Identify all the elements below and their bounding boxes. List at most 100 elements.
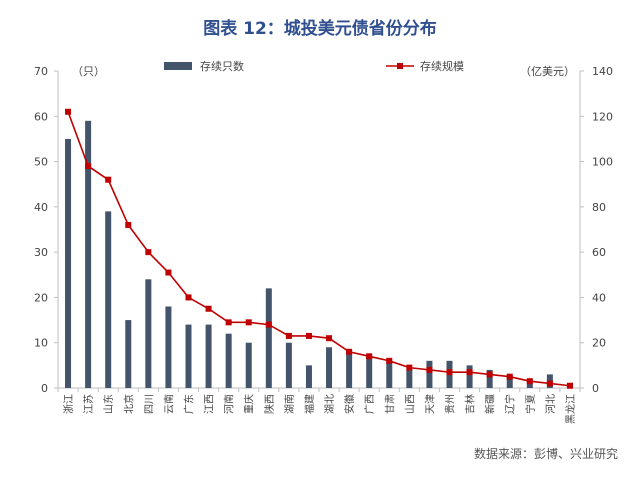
y-left-unit-label: （只） (72, 65, 105, 78)
line-point-黑龙江 (566, 382, 573, 389)
y-right-tick-label: 40 (592, 291, 606, 304)
legend-bar-label: 存续只数 (200, 59, 244, 73)
x-category-label: 山西 (404, 394, 416, 414)
source-note: 数据来源：彭博、兴业研究 (473, 447, 618, 461)
line-point-辽宁 (506, 373, 513, 380)
line-point-山西 (406, 364, 413, 371)
line-point-甘肃 (386, 357, 393, 364)
x-category-label: 辽宁 (504, 394, 517, 414)
x-category-label: 湖北 (324, 394, 336, 414)
bar-江西 (205, 324, 212, 388)
x-category-label: 贵州 (444, 394, 457, 414)
x-category-label: 广西 (364, 394, 376, 414)
line-point-云南 (165, 269, 172, 276)
bar-辽宁 (506, 374, 513, 388)
y-right-tick-label: 80 (592, 201, 606, 214)
legend-line-marker (397, 63, 403, 69)
bar-广西 (366, 356, 373, 388)
line-point-浙江 (65, 108, 72, 115)
x-category-label: 重庆 (243, 394, 256, 414)
line-series-path (67, 111, 571, 387)
y-right-tick-label: 20 (592, 337, 606, 350)
y-left-tick-label: 40 (34, 201, 48, 214)
y-left-tick-label: 60 (34, 110, 48, 123)
bar-河南 (225, 333, 232, 388)
bar-新疆 (486, 369, 493, 388)
line-point-广西 (366, 353, 373, 360)
bar-吉林 (466, 365, 473, 388)
bar-山西 (406, 369, 413, 388)
y-left-tick-label: 20 (34, 291, 48, 304)
x-category-label: 新疆 (484, 394, 497, 414)
bar-江苏 (85, 120, 92, 389)
x-category-label: 河北 (545, 394, 557, 414)
x-category-label: 天津 (424, 394, 436, 414)
chart-title: 图表 12：城投美元债省份分布 (203, 19, 437, 39)
line-point-广东 (185, 294, 192, 301)
line-point-宁夏 (526, 378, 533, 385)
line-point-安徽 (346, 348, 353, 355)
line-point-山东 (105, 176, 112, 183)
line-point-河北 (546, 380, 553, 387)
x-category-label: 福建 (303, 394, 316, 414)
x-category-label: 湖南 (283, 394, 296, 414)
x-category-label: 陕西 (263, 394, 276, 414)
line-point-四川 (145, 249, 152, 256)
line-point-江西 (205, 305, 212, 312)
line-point-吉林 (466, 369, 473, 376)
line-point-重庆 (245, 319, 252, 326)
x-category-label: 江苏 (82, 394, 95, 414)
legend-bar-swatch (164, 62, 192, 70)
bar-重庆 (245, 342, 252, 388)
bar-北京 (125, 320, 132, 388)
y-left-tick-label: 70 (34, 65, 48, 78)
y-right-tick-label: 100 (592, 156, 613, 169)
bar-云南 (165, 306, 172, 388)
line-point-新疆 (486, 371, 493, 378)
x-category-label: 四川 (144, 394, 155, 414)
x-category-label: 黑龙江 (564, 394, 577, 424)
x-category-label: 江西 (204, 394, 216, 414)
y-right-tick-label: 120 (592, 110, 613, 123)
x-category-label: 安徽 (343, 394, 356, 414)
x-category-label: 浙江 (63, 394, 75, 414)
bar-天津 (426, 360, 433, 388)
y-right-tick-label: 0 (592, 382, 599, 395)
bar-四川 (145, 279, 152, 388)
x-category-label: 河南 (223, 394, 236, 414)
x-category-label: 北京 (122, 394, 135, 414)
line-point-陕西 (265, 321, 272, 328)
y-left-tick-label: 0 (41, 382, 48, 395)
x-category-label: 宁夏 (524, 394, 537, 414)
y-right-unit-label: （亿美元） (520, 65, 575, 78)
bar-安徽 (346, 351, 353, 388)
line-point-福建 (305, 332, 312, 339)
bar-山东 (105, 211, 112, 388)
y-right-tick-label: 140 (592, 65, 613, 78)
bar-湖北 (326, 347, 333, 388)
x-category-label: 云南 (162, 394, 175, 414)
x-category-label: 广东 (183, 394, 196, 414)
line-point-河南 (225, 319, 232, 326)
y-left-tick-label: 30 (34, 246, 48, 259)
bar-浙江 (65, 138, 72, 388)
line-point-湖北 (326, 335, 333, 342)
y-left-tick-label: 10 (34, 337, 48, 350)
y-left-tick-label: 50 (34, 156, 48, 169)
line-point-江苏 (85, 163, 92, 170)
line-point-北京 (125, 221, 132, 228)
bar-福建 (305, 365, 312, 388)
legend-line-label: 存续规模 (420, 59, 464, 73)
line-point-贵州 (446, 369, 453, 376)
bar-陕西 (265, 288, 272, 388)
bar-湖南 (285, 342, 292, 388)
bar-甘肃 (386, 360, 393, 388)
x-category-label: 山东 (102, 394, 115, 414)
bar-广东 (185, 324, 192, 388)
x-category-label: 吉林 (464, 394, 477, 414)
line-point-湖南 (285, 332, 292, 339)
line-point-天津 (426, 366, 433, 373)
x-category-label: 甘肃 (383, 394, 396, 414)
